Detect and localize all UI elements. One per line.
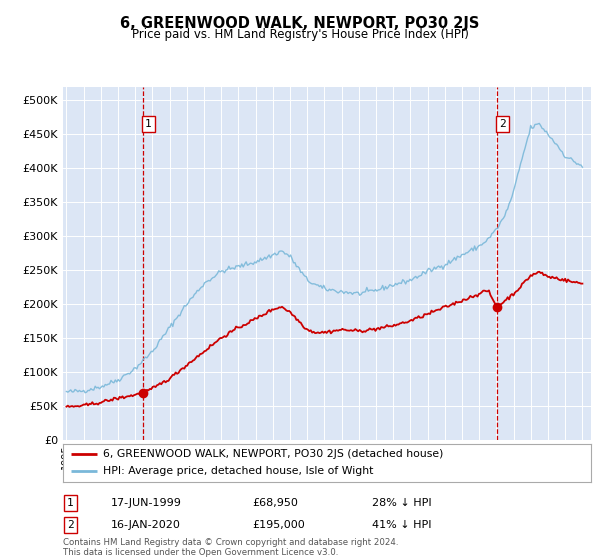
Text: 1: 1: [145, 119, 152, 129]
Text: 17-JUN-1999: 17-JUN-1999: [111, 498, 182, 508]
Text: 28% ↓ HPI: 28% ↓ HPI: [372, 498, 431, 508]
Text: £195,000: £195,000: [252, 520, 305, 530]
Text: 1: 1: [67, 498, 74, 508]
Text: 2: 2: [67, 520, 74, 530]
Text: 41% ↓ HPI: 41% ↓ HPI: [372, 520, 431, 530]
Text: 6, GREENWOOD WALK, NEWPORT, PO30 2JS (detached house): 6, GREENWOOD WALK, NEWPORT, PO30 2JS (de…: [103, 449, 443, 459]
Text: 2: 2: [499, 119, 506, 129]
Text: £68,950: £68,950: [252, 498, 298, 508]
Text: HPI: Average price, detached house, Isle of Wight: HPI: Average price, detached house, Isle…: [103, 466, 373, 477]
Text: Contains HM Land Registry data © Crown copyright and database right 2024.
This d: Contains HM Land Registry data © Crown c…: [63, 538, 398, 557]
Text: 16-JAN-2020: 16-JAN-2020: [111, 520, 181, 530]
Text: 6, GREENWOOD WALK, NEWPORT, PO30 2JS: 6, GREENWOOD WALK, NEWPORT, PO30 2JS: [121, 16, 479, 31]
Text: Price paid vs. HM Land Registry's House Price Index (HPI): Price paid vs. HM Land Registry's House …: [131, 28, 469, 41]
